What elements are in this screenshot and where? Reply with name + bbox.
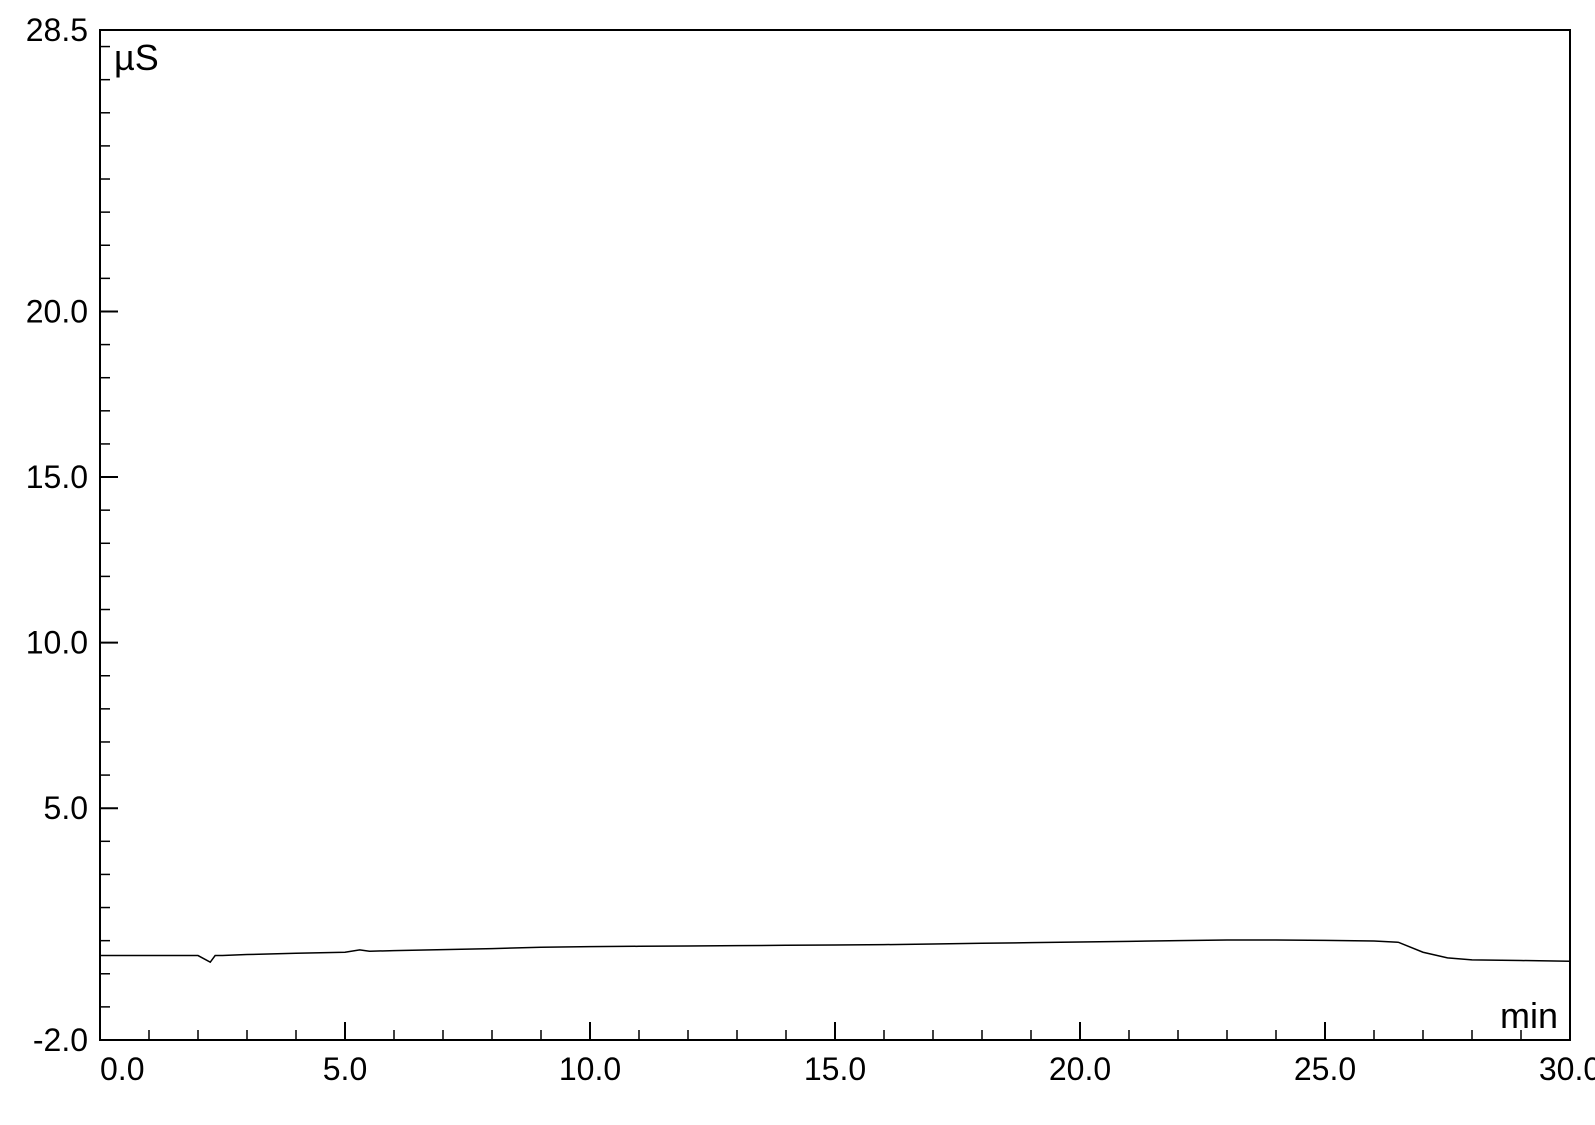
x-tick-label: 0.0 <box>100 1051 144 1087</box>
x-tick-label: 10.0 <box>559 1051 621 1087</box>
chromatogram-trace <box>100 940 1570 962</box>
y-tick-label: 20.0 <box>26 293 88 329</box>
plot-border <box>100 30 1570 1040</box>
x-tick-label: 15.0 <box>804 1051 866 1087</box>
x-axis-unit-label: min <box>1500 995 1558 1036</box>
chromatogram-chart: 0.0 5.0 10.0 15.0 20.0 25.0 30.0 min -2.0 5.0 10.0… <box>0 0 1595 1125</box>
x-tick-label: 25.0 <box>1294 1051 1356 1087</box>
y-tick-label: 10.0 <box>26 625 88 661</box>
y-tick-label: 5.0 <box>44 790 88 826</box>
y-tick-label: 15.0 <box>26 459 88 495</box>
y-tick-label: 28.5 <box>26 12 88 48</box>
x-tick-label: 20.0 <box>1049 1051 1111 1087</box>
x-tick-label: 5.0 <box>323 1051 367 1087</box>
y-tick-label: -2.0 <box>33 1022 88 1058</box>
x-tick-label: 30.0 <box>1539 1051 1595 1087</box>
chart-svg: 0.0 5.0 10.0 15.0 20.0 25.0 30.0 min -2.0 5.0 10.0… <box>0 0 1595 1125</box>
y-axis-unit-label: µS <box>114 37 159 78</box>
